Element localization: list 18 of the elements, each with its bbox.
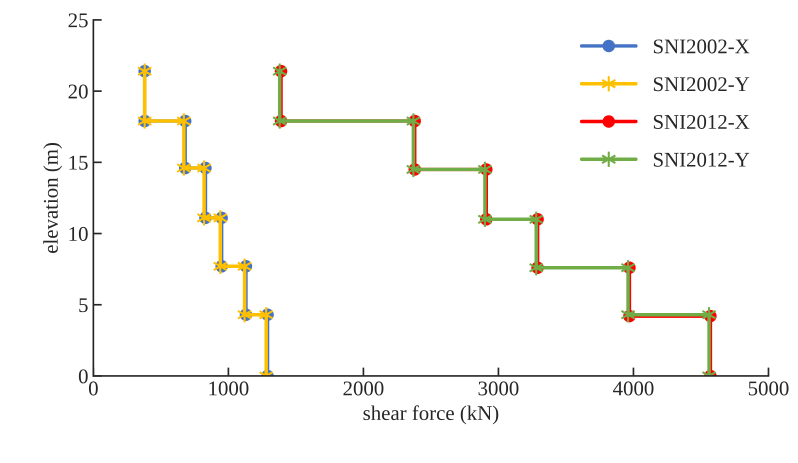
y-tick-label: 5 xyxy=(79,298,88,312)
x-tick-label: 4000 xyxy=(613,381,654,396)
y-tick-label: 0 xyxy=(78,369,88,384)
x-tick-label: 1000 xyxy=(209,381,248,396)
legend-label: SNI2012-X xyxy=(654,114,750,129)
x-tick-label: 5000 xyxy=(748,381,789,396)
y-axis-title: elevation (m) xyxy=(43,143,62,253)
x-tick-label: 3000 xyxy=(478,381,518,396)
legend-label: SNI2012-Y xyxy=(654,152,750,167)
y-tick-label: 20 xyxy=(68,84,88,99)
legend-label: SNI2002-X xyxy=(654,39,750,54)
legend-label: SNI2002-Y xyxy=(654,77,750,92)
y-tick-label: 10 xyxy=(70,226,88,241)
x-axis-title: shear force (kN) xyxy=(364,405,498,424)
y-tick-label: 25 xyxy=(68,13,88,28)
y-tick-label: 15 xyxy=(70,156,88,170)
x-tick-label: 2000 xyxy=(343,381,384,396)
x-tick-label: 0 xyxy=(88,381,98,396)
